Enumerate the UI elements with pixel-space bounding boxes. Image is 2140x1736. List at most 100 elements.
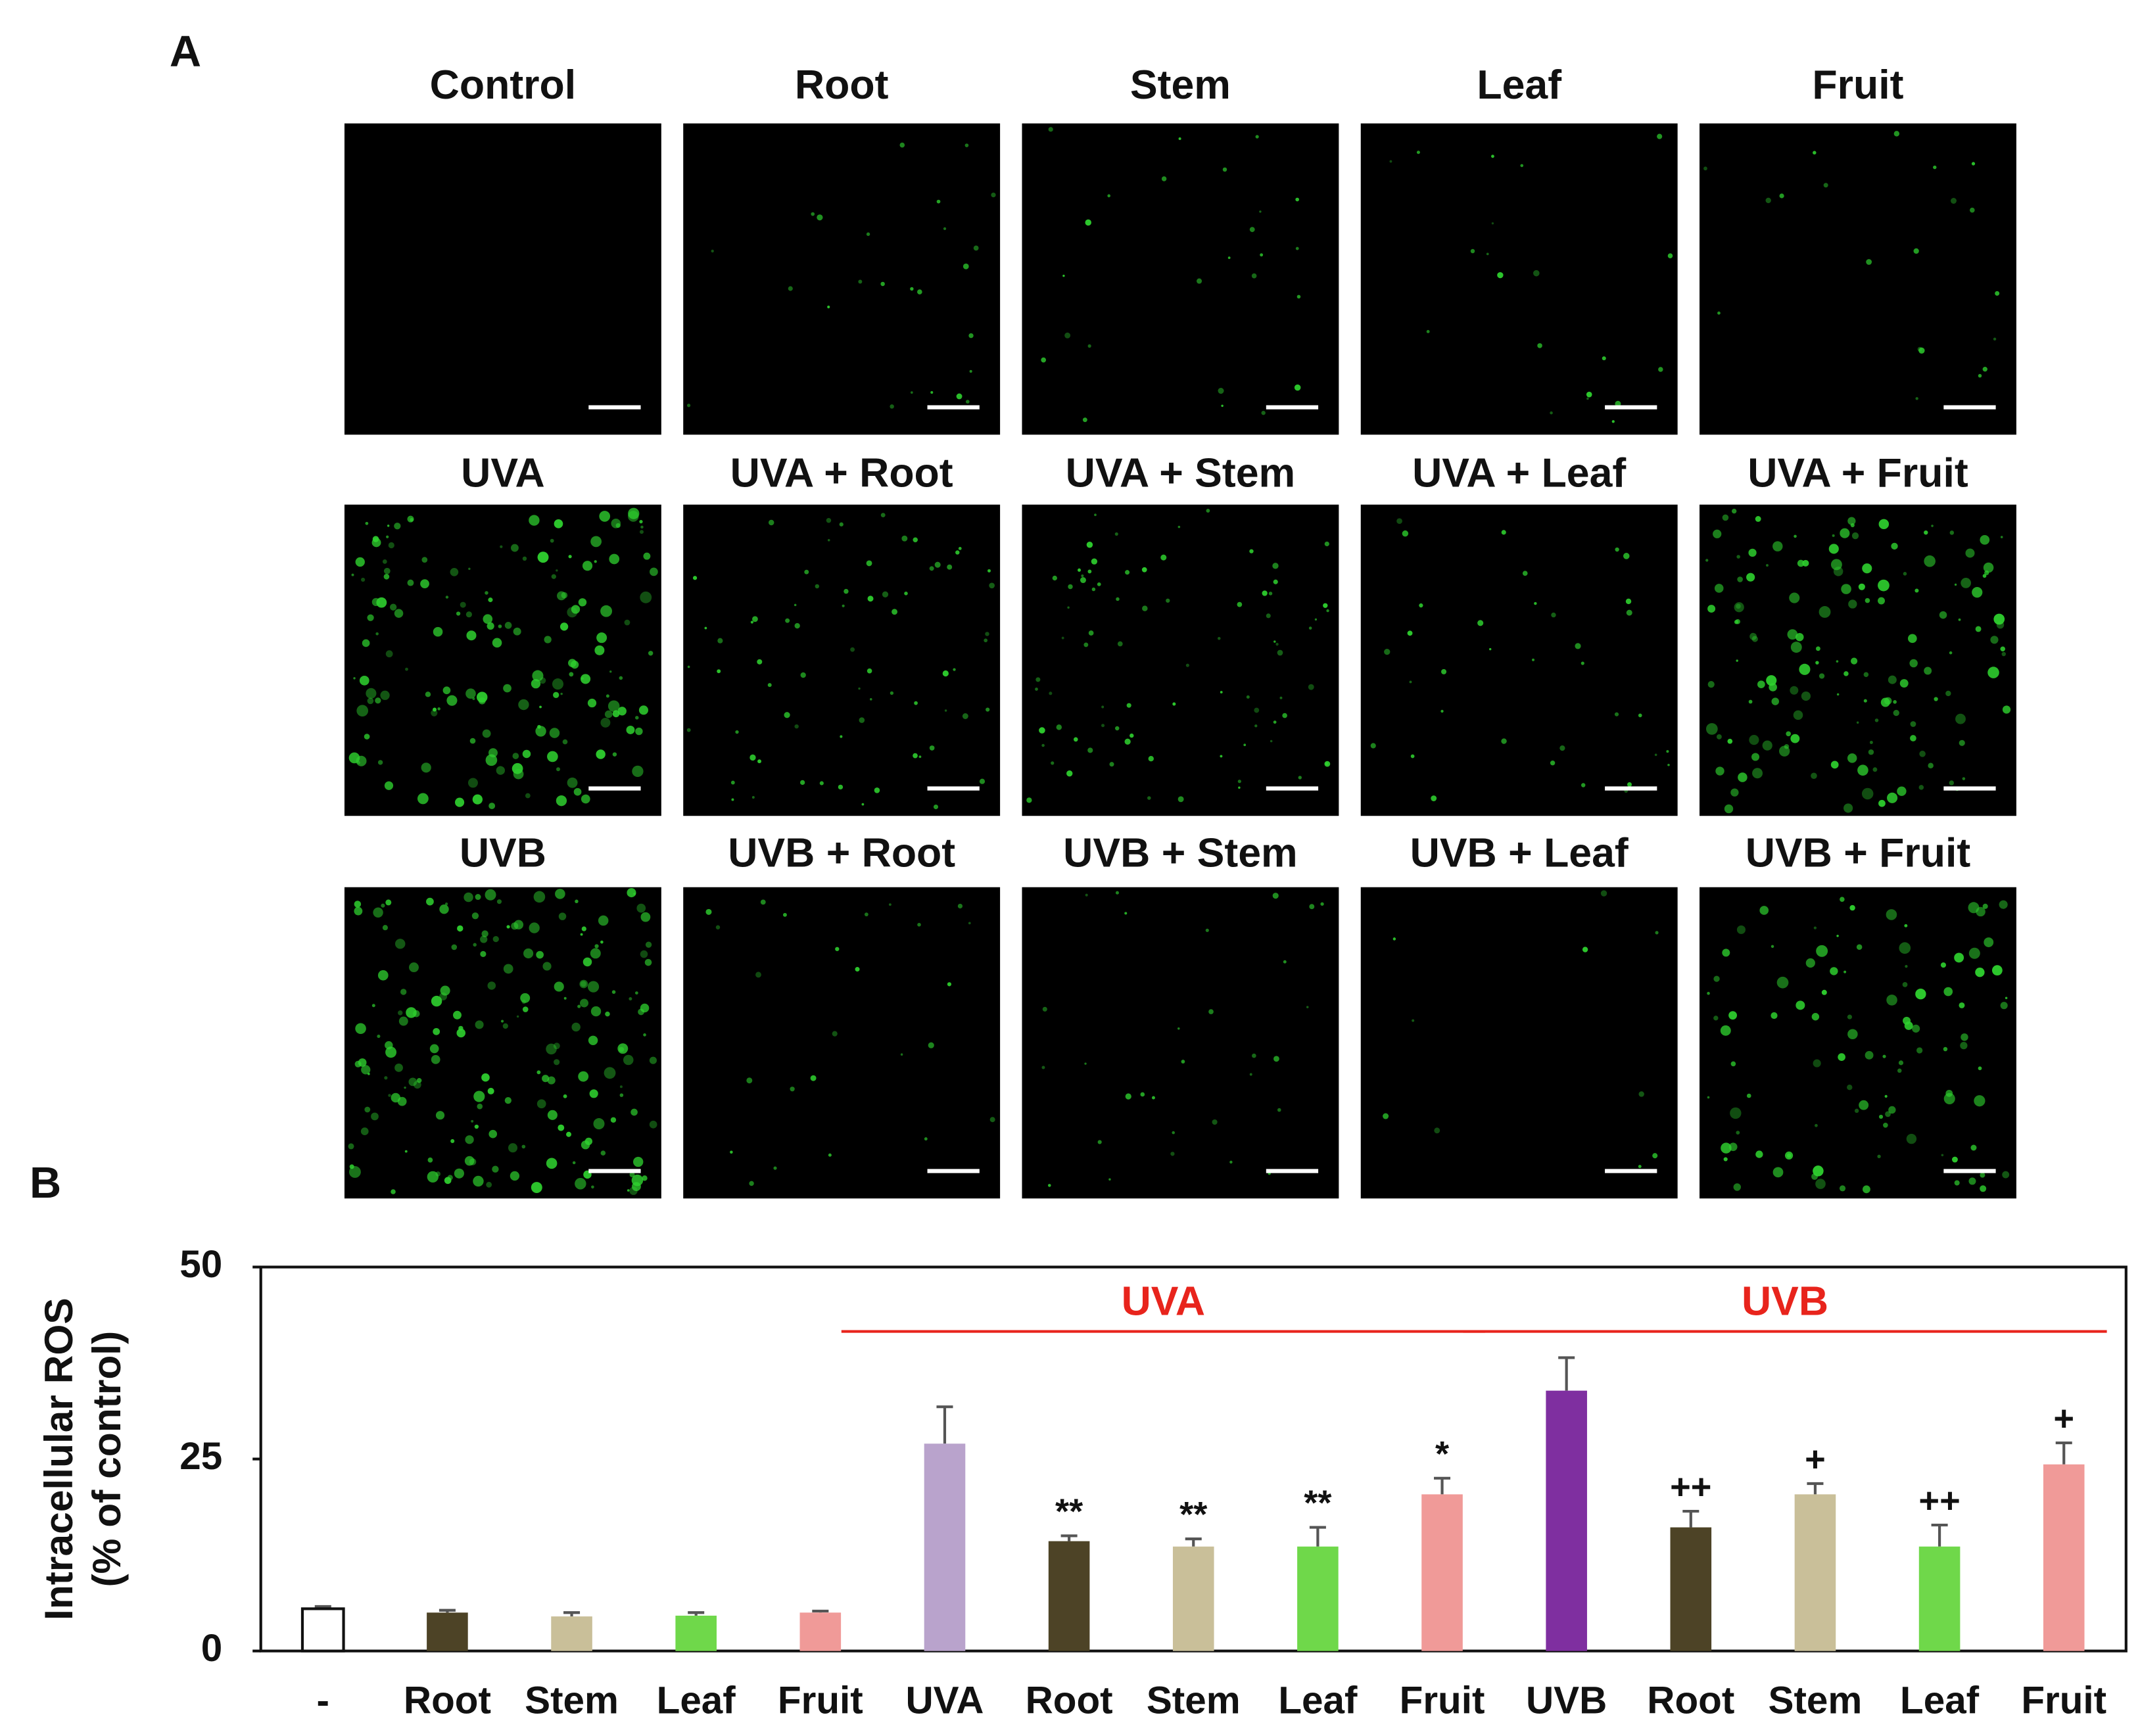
fluorescence-spot <box>1990 636 1999 644</box>
fluorescence-spot <box>579 979 588 989</box>
fluorescence-spot <box>354 1060 362 1067</box>
fluorescence-spot <box>1713 529 1722 538</box>
fluorescence-spot <box>1085 893 1088 897</box>
fluorescence-spot <box>439 904 449 914</box>
fluorescence-spot <box>1238 786 1241 789</box>
bar <box>924 1443 966 1651</box>
fluorescence-spot <box>910 391 913 394</box>
fluorescence-spot <box>642 1175 648 1181</box>
fluorescence-spot <box>1272 563 1279 569</box>
fluorescence-spot <box>1638 1165 1642 1169</box>
fluorescence-spot <box>1611 420 1615 423</box>
fluorescence-spot <box>1888 1106 1896 1114</box>
fluorescence-spot <box>1766 675 1777 686</box>
fluorescence-spot <box>1655 931 1659 935</box>
fluorescence-spot <box>629 997 632 1000</box>
fluorescence-spot <box>901 535 908 542</box>
fluorescence-spot <box>1786 1153 1792 1158</box>
fluorescence-spot <box>1830 761 1839 769</box>
fluorescence-spot <box>1899 942 1911 954</box>
fluorescence-spot <box>867 596 874 602</box>
fluorescence-spot <box>1282 713 1287 718</box>
fluorescence-spot <box>1623 553 1630 559</box>
fluorescence-spot <box>1974 1095 1985 1107</box>
fluorescence-spot <box>749 1181 754 1186</box>
fluorescence-spot <box>832 1031 838 1037</box>
fluorescence-spot <box>1067 606 1070 609</box>
fluorescence-spot <box>1308 684 1314 690</box>
fluorescence-spot <box>384 781 394 790</box>
fluorescence-spot <box>1722 949 1730 957</box>
fluorescence-spot <box>1887 792 1898 803</box>
fluorescence-spot <box>1790 686 1799 695</box>
fluorescence-spot <box>1295 246 1299 250</box>
fluorescence-spot <box>839 522 844 527</box>
fluorescence-spot <box>1847 1029 1858 1040</box>
fluorescence-spot <box>355 557 365 567</box>
fluorescence-spot <box>643 552 651 560</box>
fluorescence-spot <box>1878 519 1890 530</box>
fluorescence-spot <box>1752 768 1763 779</box>
fluorescence-spot <box>432 707 437 712</box>
fluorescence-spot <box>1755 516 1761 522</box>
fluorescence-spot <box>1042 1006 1047 1012</box>
fluorescence-spot <box>465 688 476 699</box>
fluorescence-spot <box>525 793 531 799</box>
fluorescence-spot <box>1843 970 1847 974</box>
fluorescence-spot <box>1657 133 1663 139</box>
fluorescence-spot <box>1886 995 1897 1006</box>
fluorescence-spot <box>619 1093 624 1097</box>
fluorescence-spot <box>880 281 885 287</box>
fluorescence-spot <box>553 692 559 698</box>
fluorescence-spot <box>1056 724 1062 730</box>
fluorescence-spot <box>1949 651 1953 655</box>
fluorescence-spot <box>569 672 574 677</box>
fluorescence-spot <box>1959 739 1965 746</box>
fluorescence-spot <box>914 701 918 705</box>
fluorescence-spot <box>640 912 651 922</box>
fluorescence-spot <box>486 1181 492 1188</box>
x-tick-label: - <box>317 1679 329 1722</box>
fluorescence-spot <box>1886 909 1897 920</box>
fluorescence-spot <box>406 1007 417 1018</box>
fluorescence-spot <box>583 957 592 967</box>
fluorescence-spot <box>1961 1033 1968 1041</box>
fluorescence-spot <box>1306 1006 1309 1008</box>
panel-label: A <box>170 28 201 76</box>
fluorescence-spot <box>542 1075 550 1083</box>
fluorescence-spot <box>371 1004 375 1008</box>
fluorescence-spot <box>810 1075 817 1081</box>
x-tick-label: Root <box>1026 1679 1113 1722</box>
fluorescence-spot <box>1958 618 1961 621</box>
fluorescence-spot <box>917 922 921 927</box>
fluorescence-spot <box>1383 1113 1389 1119</box>
fluorescence-spot <box>1713 975 1720 982</box>
fluorescence-spot <box>500 1020 504 1023</box>
fluorescence-spot <box>1893 700 1897 704</box>
fluorescence-spot <box>1815 1179 1826 1189</box>
fluorescence-spot <box>1771 697 1779 705</box>
fluorescence-spot <box>1874 718 1879 722</box>
fluorescence-spot <box>1980 1172 1985 1178</box>
fluorescence-spot <box>1082 417 1087 423</box>
fluorescence-spot <box>377 1034 381 1039</box>
fluorescence-spot <box>450 567 459 576</box>
fluorescence-spot <box>546 1043 557 1055</box>
fluorescence-spot <box>1707 681 1715 688</box>
fluorescence-spot <box>757 759 761 764</box>
fluorescence-spot <box>568 555 572 559</box>
fluorescence-spot <box>1847 1014 1852 1020</box>
fluorescence-spot <box>1586 391 1592 398</box>
fluorescence-spot <box>1208 1009 1214 1014</box>
fluorescence-spot <box>510 1171 520 1181</box>
fluorescence-spot <box>529 515 540 526</box>
fluorescence-spot <box>1107 194 1111 198</box>
fluorescence-spot <box>1249 227 1255 233</box>
fluorescence-spot <box>1993 337 1997 341</box>
fluorescence-spot <box>1917 346 1922 352</box>
micrograph <box>1022 887 1339 1199</box>
fluorescence-spot <box>1949 780 1955 786</box>
fluorescence-spot <box>355 1023 366 1035</box>
fluorescence-spot <box>427 1171 439 1183</box>
fluorescence-spot <box>1243 743 1247 747</box>
